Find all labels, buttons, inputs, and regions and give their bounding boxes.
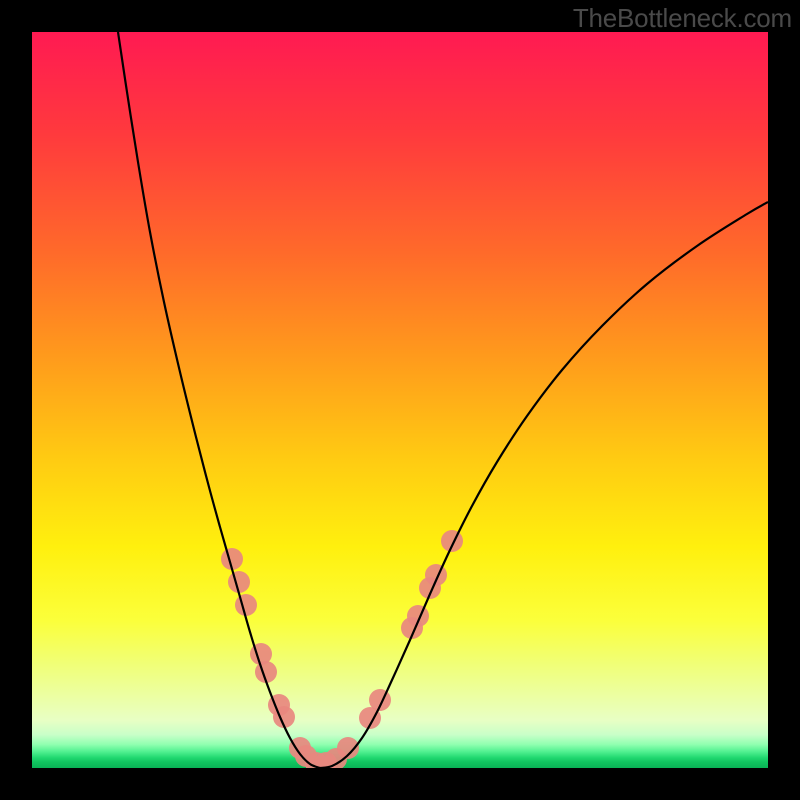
curve-left (118, 32, 320, 768)
marker-dot (235, 594, 257, 616)
marker-dot (441, 530, 463, 552)
curve-right (320, 202, 768, 768)
watermark-text: TheBottleneck.com (573, 3, 792, 34)
curve-overlay (32, 32, 768, 768)
chart-container: TheBottleneck.com (0, 0, 800, 800)
plot-area (32, 32, 768, 768)
markers-group (221, 530, 463, 768)
